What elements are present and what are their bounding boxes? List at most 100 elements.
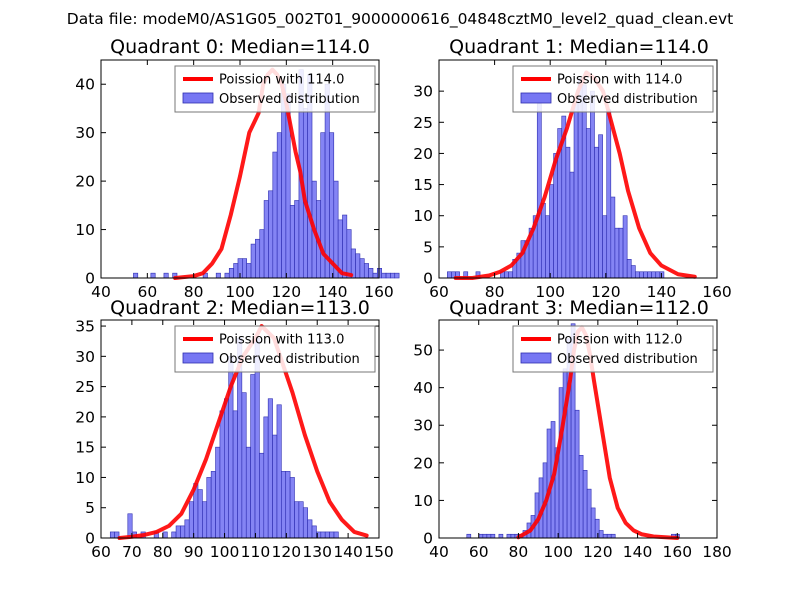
histogram-bar bbox=[510, 533, 516, 539]
legend-bar-swatch bbox=[182, 92, 214, 104]
histogram-bar bbox=[346, 229, 352, 279]
histogram-bar bbox=[610, 533, 616, 539]
x-tick-label: 150 bbox=[364, 543, 394, 561]
y-tick-label: 0 bbox=[85, 270, 95, 288]
histogram-bar bbox=[133, 272, 139, 279]
histogram-bar bbox=[289, 477, 295, 539]
histogram-bar bbox=[162, 531, 168, 539]
histogram-bar bbox=[228, 268, 234, 279]
legend-bar-swatch bbox=[520, 352, 552, 364]
histogram-bar bbox=[478, 533, 484, 539]
legend-observed-label: Observed distribution bbox=[557, 92, 698, 107]
histogram-bar bbox=[390, 272, 396, 279]
histogram-bar bbox=[329, 531, 335, 539]
legend: Poission with 112.0 Observed distributio… bbox=[512, 325, 714, 373]
y-tick-label: 5 bbox=[423, 238, 433, 256]
y-tick-label: 40 bbox=[75, 76, 95, 94]
x-tick-label: 60 bbox=[429, 283, 449, 301]
panel-title: Quadrant 3: Median=112.0 bbox=[449, 297, 709, 319]
histogram-bar bbox=[171, 531, 177, 539]
x-tick-label: 120 bbox=[272, 283, 302, 301]
histogram-bar bbox=[553, 153, 558, 279]
x-tick-label: 140 bbox=[647, 283, 677, 301]
y-tick-label: 20 bbox=[413, 145, 433, 163]
legend: Poission with 113.0 Observed distributio… bbox=[174, 325, 376, 373]
y-tick-label: 20 bbox=[413, 454, 433, 472]
y-tick-label: 5 bbox=[85, 499, 95, 517]
panel-title: Quadrant 2: Median=113.0 bbox=[110, 297, 370, 319]
x-tick-label: 120 bbox=[272, 543, 302, 561]
histogram-bar bbox=[541, 202, 546, 279]
histogram-bar bbox=[508, 271, 514, 279]
x-tick-label: 100 bbox=[210, 543, 240, 561]
histogram-bar bbox=[381, 272, 387, 279]
legend-box bbox=[174, 65, 376, 113]
y-ticks: 0 10 20 30 40 50 bbox=[413, 342, 717, 548]
histogram-bar bbox=[255, 238, 261, 279]
histogram-bar bbox=[602, 533, 608, 539]
histogram-bar bbox=[259, 452, 265, 539]
axes-frame bbox=[100, 319, 380, 539]
y-tick-label: 0 bbox=[85, 530, 95, 548]
histogram-bar bbox=[215, 446, 221, 539]
histogram-bar bbox=[210, 471, 216, 539]
y-tick-label: 30 bbox=[413, 83, 433, 101]
histogram-bar bbox=[289, 205, 295, 279]
histogram-bar bbox=[242, 258, 247, 279]
x-tick-label: 140 bbox=[333, 543, 363, 561]
legend: Poission with 114.0 Observed distributio… bbox=[512, 65, 714, 113]
histogram-bar bbox=[355, 253, 361, 279]
histogram-bar bbox=[324, 83, 330, 279]
y-tick-label: 30 bbox=[75, 124, 95, 142]
histogram-bar bbox=[558, 387, 564, 539]
x-tick-label: 160 bbox=[662, 543, 692, 561]
axes-border bbox=[438, 59, 718, 279]
x-tick-label: 100 bbox=[225, 283, 255, 301]
x-tick-label: 80 bbox=[509, 543, 529, 561]
x-tick-label: 120 bbox=[583, 543, 613, 561]
y-tick-label: 20 bbox=[75, 173, 95, 191]
histogram-bar bbox=[569, 171, 575, 279]
histogram-bar bbox=[598, 134, 603, 279]
histogram-bar bbox=[626, 259, 632, 279]
histogram-bar bbox=[506, 533, 512, 539]
histogram-bar bbox=[594, 518, 600, 539]
x-tick-label: 110 bbox=[241, 543, 271, 561]
histogram-bar bbox=[311, 525, 317, 539]
histogram-bar bbox=[188, 501, 194, 539]
histogram-bar bbox=[549, 184, 554, 279]
x-tick-label: 160 bbox=[702, 283, 732, 301]
x-tick-label: 80 bbox=[184, 283, 204, 301]
histogram-bar bbox=[545, 215, 550, 279]
x-tick-label: 160 bbox=[364, 283, 394, 301]
histogram-bar bbox=[606, 533, 612, 539]
histogram-bar bbox=[259, 229, 265, 279]
histogram-bar bbox=[233, 263, 239, 279]
histogram-bar bbox=[276, 404, 282, 539]
x-tick-label: 140 bbox=[623, 543, 653, 561]
y-tick-label: 0 bbox=[423, 270, 433, 288]
histogram-bar bbox=[276, 132, 282, 279]
y-tick-label: 30 bbox=[413, 417, 433, 435]
y-tick-label: 0 bbox=[423, 530, 433, 548]
x-tick-label: 60 bbox=[137, 283, 157, 301]
y-tick-label: 30 bbox=[75, 348, 95, 366]
x-tick-label: 130 bbox=[302, 543, 332, 561]
x-tick-label: 70 bbox=[122, 543, 142, 561]
y-tick-label: 25 bbox=[75, 378, 95, 396]
histogram-bar bbox=[180, 525, 186, 539]
panel-quadrant-1: Quadrant 1: Median=114.0 60 80 100 120 140 16… bbox=[413, 36, 732, 301]
histogram-bar bbox=[285, 471, 291, 539]
y-tick-label: 50 bbox=[413, 342, 433, 360]
y-tick-label: 15 bbox=[75, 439, 95, 457]
x-ticks: 60 70 80 90 100 110 120 130 140 150 bbox=[91, 320, 394, 561]
legend-observed-label: Observed distribution bbox=[557, 352, 698, 367]
histogram-bar bbox=[573, 103, 579, 279]
x-tick-label: 90 bbox=[184, 543, 204, 561]
histogram-bar bbox=[109, 531, 115, 539]
y-tick-label: 25 bbox=[413, 114, 433, 132]
legend-poisson-label: Poission with 113.0 bbox=[219, 333, 344, 348]
histogram-bar bbox=[565, 146, 571, 279]
histogram-bar bbox=[635, 271, 640, 279]
y-tick-label: 20 bbox=[75, 408, 95, 426]
